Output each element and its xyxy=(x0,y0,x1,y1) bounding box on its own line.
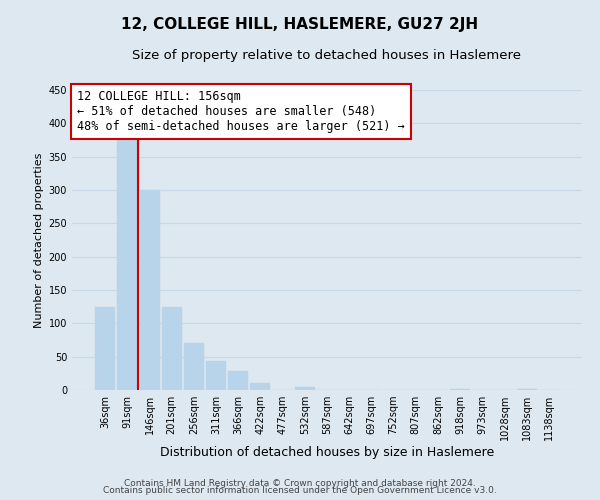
Bar xyxy=(450,388,470,390)
Text: 12 COLLEGE HILL: 156sqm
← 51% of detached houses are smaller (548)
48% of semi-d: 12 COLLEGE HILL: 156sqm ← 51% of detache… xyxy=(77,90,405,133)
Bar xyxy=(162,306,182,390)
Bar xyxy=(184,344,204,390)
Bar xyxy=(295,386,315,390)
Title: Size of property relative to detached houses in Haslemere: Size of property relative to detached ho… xyxy=(133,50,521,62)
Text: Contains public sector information licensed under the Open Government Licence v3: Contains public sector information licen… xyxy=(103,486,497,495)
Bar xyxy=(118,140,137,390)
Bar xyxy=(206,362,226,390)
Text: 12, COLLEGE HILL, HASLEMERE, GU27 2JH: 12, COLLEGE HILL, HASLEMERE, GU27 2JH xyxy=(121,18,479,32)
Bar xyxy=(95,306,115,390)
Text: Contains HM Land Registry data © Crown copyright and database right 2024.: Contains HM Land Registry data © Crown c… xyxy=(124,478,476,488)
Bar xyxy=(250,384,271,390)
Y-axis label: Number of detached properties: Number of detached properties xyxy=(34,152,44,328)
Bar xyxy=(517,388,536,390)
X-axis label: Distribution of detached houses by size in Haslemere: Distribution of detached houses by size … xyxy=(160,446,494,459)
Bar xyxy=(228,372,248,390)
Bar xyxy=(140,190,160,390)
